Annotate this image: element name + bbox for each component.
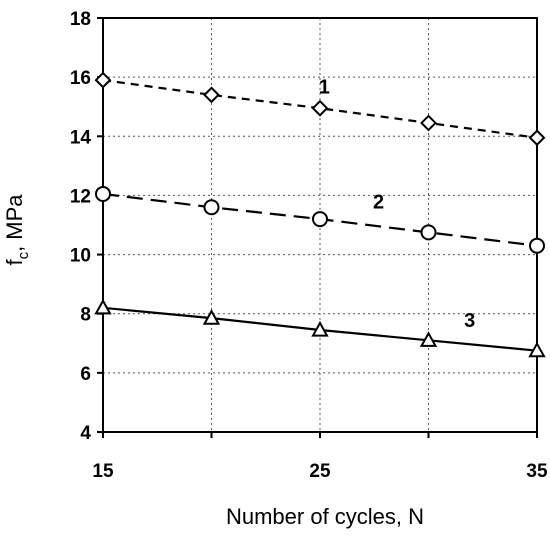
y-tick-label: 18 [70,9,91,30]
data-point-series-1 [94,71,112,89]
series-labels: 1 2 3 [319,76,476,332]
series-label-2: 2 [373,192,384,214]
x-tick-label: 15 [92,461,114,482]
data-point-series-1 [420,114,437,132]
data-point-series-1 [528,129,546,147]
y-axis-title-rest: , MPa [2,194,27,252]
x-tick-label: 35 [526,461,548,482]
y-axis-ticks: 4 6 8 10 12 14 16 18 [70,9,103,444]
data-point-series-1 [203,86,220,104]
series-line-1 [102,79,538,139]
data-point-series-3 [528,341,546,358]
data-point-series-2 [312,211,328,228]
data-point-series-3 [311,320,329,337]
y-axis-title-main: f [2,259,27,266]
y-tick-label: 14 [70,127,92,148]
y-axis-title: fc, MPa [2,194,32,266]
data-point-series-3 [419,331,438,347]
data-point-series-2 [203,199,220,216]
x-axis-title: Number of cycles, N [226,504,424,529]
y-tick-label: 8 [80,305,91,326]
x-axis-ticks: 15 25 35 [92,432,548,482]
series-label-1: 1 [319,76,330,98]
y-tick-label: 16 [70,68,91,89]
y-tick-label: 10 [70,246,91,267]
data-point-series-3 [94,298,112,315]
series-label-3: 3 [464,310,475,332]
data-point-series-2 [95,185,111,202]
x-tick-label: 25 [309,461,331,482]
data-point-series-2 [529,237,545,254]
y-tick-label: 12 [70,186,91,207]
markers [94,71,546,358]
data-point-series-3 [202,309,221,325]
data-point-series-1 [311,99,329,117]
y-tick-label: 6 [80,364,91,385]
data-point-series-2 [420,224,437,241]
y-axis-title-subscript: c [15,251,32,259]
y-tick-label: 4 [80,423,91,444]
